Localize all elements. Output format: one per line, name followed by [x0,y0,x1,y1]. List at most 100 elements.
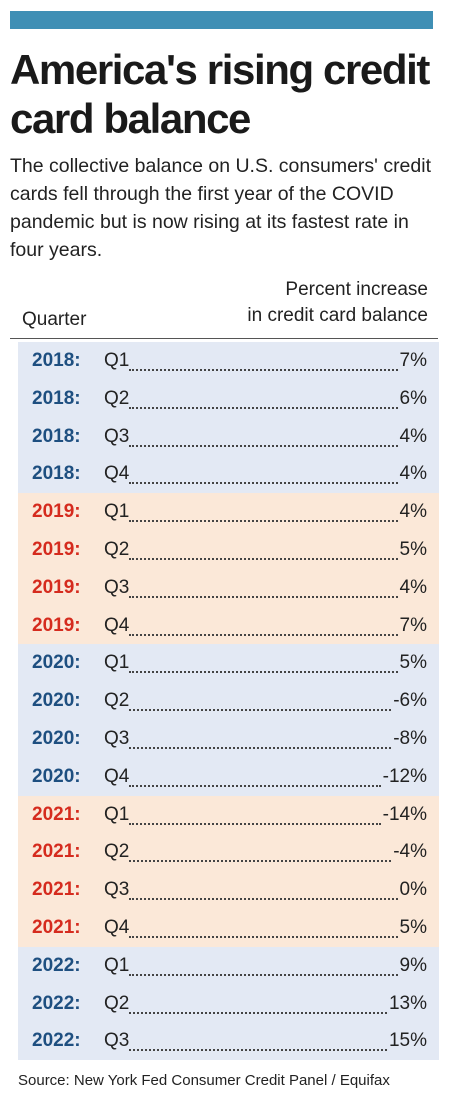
row-value: 7% [399,614,427,636]
row-value: 15% [388,1030,427,1052]
leader-dots [129,898,398,901]
table-row: 2020: Q2 -6% [18,682,439,720]
row-year: 2022: [32,992,81,1014]
chart-subtitle: The collective balance on U.S. consumers… [10,155,432,261]
leader-dots [129,633,398,636]
table-row: 2019: Q4 7% [18,606,439,645]
row-year: 2021: [32,916,81,938]
table-row: 2018: Q2 6% [18,379,439,418]
table-row: 2021: Q3 0% [18,871,439,909]
leader-dots [129,482,398,485]
table-row: 2020: Q3 -8% [18,719,439,758]
row-year: 2018: [32,350,81,371]
table-row: 2020: Q1 5% [18,644,439,683]
row-year: 2019: [32,501,81,523]
row-year: 2021: [32,841,81,863]
table-row: 2019: Q1 4% [18,493,439,531]
row-year: 2022: [32,1030,81,1052]
row-year: 2022: [32,954,81,976]
row-quarter: Q4 [104,614,130,636]
row-quarter: Q3 [104,425,130,447]
table-row: 2018: Q3 4% [18,417,439,456]
chart-title: America's rising credit card balance [10,46,430,142]
row-value: 7% [399,350,427,371]
table-row: 2021: Q4 5% [18,908,439,947]
row-year: 2021: [32,879,81,901]
row-quarter: Q2 [104,992,130,1014]
leader-dots [129,369,398,371]
row-year: 2020: [32,652,81,674]
table-row: 2019: Q3 4% [18,568,439,607]
table-row: 2021: Q1 -14% [18,795,439,834]
table-row: 2018: Q4 4% [18,455,439,494]
row-value: 4% [399,576,427,598]
row-year: 2021: [32,803,81,825]
row-value: -6% [393,690,427,712]
table-row: 2018: Q1 7% [18,342,439,380]
leader-dots [129,973,398,976]
row-value: 6% [399,387,427,409]
table-row: 2022: Q3 15% [18,1022,439,1061]
header-accent-bar [10,11,433,29]
source-note: Source: New York Fed Consumer Credit Pan… [18,1072,390,1089]
row-quarter: Q1 [104,803,130,825]
row-value: 5% [399,916,427,938]
row-year: 2019: [32,576,81,598]
row-value: -8% [393,727,427,749]
row-value: -4% [393,841,427,863]
table-row: 2020: Q4 -12% [18,757,439,796]
row-quarter: Q4 [104,765,130,787]
row-value: 5% [399,652,427,674]
row-quarter: Q2 [104,538,130,560]
row-value: -12% [382,765,427,787]
row-year: 2018: [32,463,81,485]
row-year: 2019: [32,538,81,560]
row-value: 5% [399,538,427,560]
leader-dots [129,709,392,712]
leader-dots [129,444,398,447]
leader-dots [129,822,381,825]
row-quarter: Q4 [104,916,130,938]
leader-dots [129,520,398,523]
row-value: 4% [399,501,427,523]
leader-dots [129,671,398,674]
row-value: 4% [399,425,427,447]
row-quarter: Q4 [104,463,130,485]
row-quarter: Q1 [104,350,130,371]
row-quarter: Q1 [104,954,130,976]
leader-dots [129,595,398,598]
row-quarter: Q1 [104,501,130,523]
column-header-percent-line2: in credit card balance [247,305,428,326]
table-row: 2021: Q2 -4% [18,833,439,872]
table-row: 2022: Q2 13% [18,984,439,1023]
row-quarter: Q1 [104,652,130,674]
row-year: 2020: [32,727,81,749]
row-quarter: Q3 [104,1030,130,1052]
header-rule [10,338,438,339]
table-row: 2022: Q1 9% [18,946,439,985]
leader-dots [129,784,381,787]
row-value: 9% [399,954,427,976]
row-year: 2018: [32,387,81,409]
row-year: 2020: [32,765,81,787]
row-value: 4% [399,463,427,485]
leader-dots [129,1011,387,1014]
row-quarter: Q3 [104,879,130,901]
leader-dots [129,746,392,749]
table-row: 2019: Q2 5% [18,530,439,569]
column-header-quarter: Quarter [22,309,87,330]
row-quarter: Q2 [104,841,130,863]
row-value: 13% [388,992,427,1014]
row-year: 2018: [32,425,81,447]
column-header-percent-line1: Percent increase [285,279,428,300]
leader-dots [129,1049,387,1052]
leader-dots [129,860,392,863]
row-value: -14% [382,803,427,825]
row-value: 0% [399,879,427,901]
row-quarter: Q3 [104,576,130,598]
leader-dots [129,557,398,560]
row-quarter: Q3 [104,727,130,749]
leader-dots [129,406,398,409]
row-quarter: Q2 [104,387,130,409]
row-year: 2020: [32,690,81,712]
